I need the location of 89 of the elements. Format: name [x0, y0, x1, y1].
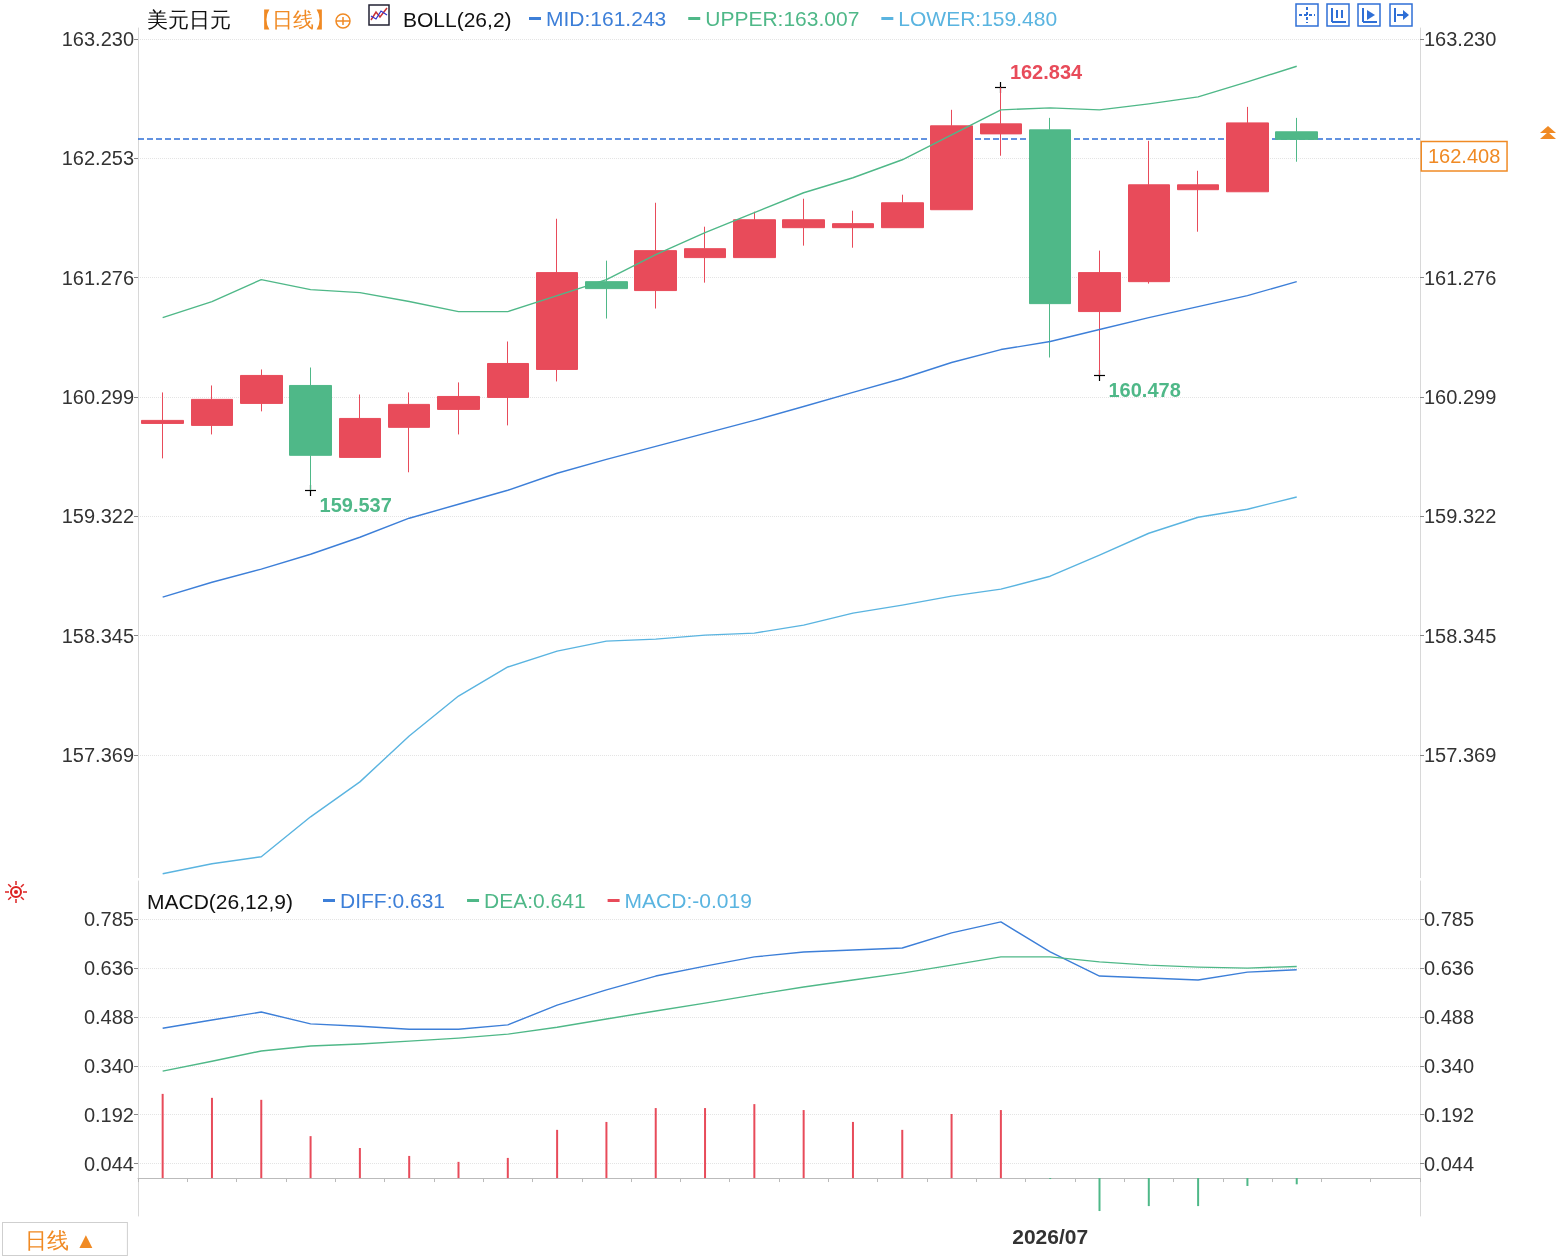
legend-label: MID:161.243: [546, 7, 667, 30]
y2-tick-label: 160.299: [1424, 385, 1497, 408]
bar: [1246, 1178, 1249, 1186]
annotation: 159.537: [319, 494, 392, 516]
bar: [901, 1129, 904, 1179]
bar: [161, 1093, 164, 1179]
candlestick: [437, 381, 480, 435]
line-series: [161, 921, 1298, 1030]
chart-subtitle: 【日线】: [251, 8, 335, 31]
bar: [1295, 1178, 1298, 1185]
y-tick-label: 0.192: [83, 1103, 134, 1126]
y-tick-label: 157.369: [61, 743, 134, 766]
candlestick: [240, 368, 283, 412]
candlestick: [1128, 140, 1170, 285]
bar: [408, 1155, 411, 1179]
bar: [556, 1129, 559, 1179]
candlestick: [733, 211, 776, 259]
chart-title: MACD(26,12,9): [147, 890, 293, 913]
bar: [309, 1136, 312, 1179]
y-tick-label: 0.044: [83, 1152, 134, 1175]
y-tick-label: 158.345: [61, 624, 134, 647]
bar: [851, 1121, 854, 1179]
y2-tick-label: 0.192: [1424, 1103, 1475, 1126]
y2-tick-label: 0.636: [1424, 957, 1475, 980]
legend-label: DEA:0.641: [484, 889, 586, 912]
y2-tick-label: 0.488: [1424, 1005, 1475, 1028]
candlestick: [1226, 106, 1269, 193]
y-tick-label: 0.785: [83, 907, 134, 930]
legend-label: LOWER:159.480: [898, 7, 1058, 30]
x-tick-label: 2026/07: [1012, 1225, 1089, 1248]
y-tick-label: 161.276: [61, 266, 134, 289]
bar: [704, 1108, 707, 1179]
y-tick-label: 0.636: [83, 957, 134, 980]
bar: [457, 1161, 460, 1179]
y-tick-label: 0.340: [83, 1054, 134, 1077]
bar: [210, 1097, 213, 1179]
bar: [506, 1157, 509, 1179]
y2-tick-label: 161.276: [1424, 266, 1497, 289]
legend-title: BOLL(26,2): [403, 8, 512, 31]
bar: [999, 1110, 1002, 1179]
y-tick-label: 162.253: [61, 147, 134, 170]
y2-tick-label: 159.322: [1424, 505, 1497, 528]
ref-line-label: 162.408: [1428, 145, 1501, 168]
line-series: [161, 65, 1298, 319]
candlestick: [930, 109, 973, 211]
annotation: 160.478: [1108, 379, 1181, 402]
y-tick-label: 163.230: [61, 27, 134, 50]
y-tick-label: 160.299: [61, 385, 134, 408]
y2-tick-label: 0.785: [1424, 907, 1475, 930]
legend-label: MACD:-0.019: [624, 889, 752, 912]
bar: [1197, 1178, 1200, 1207]
candlestick: [782, 198, 825, 247]
bar: [654, 1108, 657, 1179]
bar: [802, 1110, 805, 1179]
candlestick: [388, 391, 430, 473]
candlestick: [191, 384, 233, 435]
candlestick: [1275, 117, 1318, 163]
bar: [358, 1148, 361, 1179]
candlestick: [634, 202, 677, 310]
annotation: 162.834: [1009, 61, 1083, 84]
candlestick: [684, 226, 726, 284]
bar: [260, 1099, 263, 1179]
line-series: [161, 956, 1298, 1072]
y-tick-label: 0.488: [83, 1005, 134, 1028]
line-series: [161, 280, 1298, 598]
bar: [753, 1104, 756, 1179]
candlestick: [1177, 170, 1219, 233]
candlestick: [339, 394, 381, 458]
bar: [605, 1121, 608, 1179]
y2-tick-label: 0.044: [1424, 1152, 1475, 1175]
y2-tick-label: 158.345: [1424, 624, 1497, 647]
candlestick: [141, 391, 184, 459]
chart-title: 美元日元: [147, 8, 231, 31]
bar: [950, 1114, 953, 1179]
legend-label: DIFF:0.631: [340, 889, 446, 912]
y-tick-label: 159.322: [61, 505, 134, 528]
bar: [1147, 1178, 1150, 1207]
candlestick: [1029, 117, 1071, 358]
bar: [1098, 1178, 1101, 1212]
candlestick: [881, 194, 924, 229]
text: 日线 ▲: [25, 1227, 97, 1253]
candlestick: [536, 218, 578, 382]
y2-tick-label: 0.340: [1424, 1054, 1475, 1077]
line-series: [161, 496, 1298, 875]
legend-label: UPPER:163.007: [705, 7, 860, 30]
candlestick: [832, 210, 874, 249]
candlestick: [487, 341, 529, 426]
y2-tick-label: 163.230: [1424, 27, 1497, 50]
y2-tick-label: 157.369: [1424, 743, 1497, 766]
